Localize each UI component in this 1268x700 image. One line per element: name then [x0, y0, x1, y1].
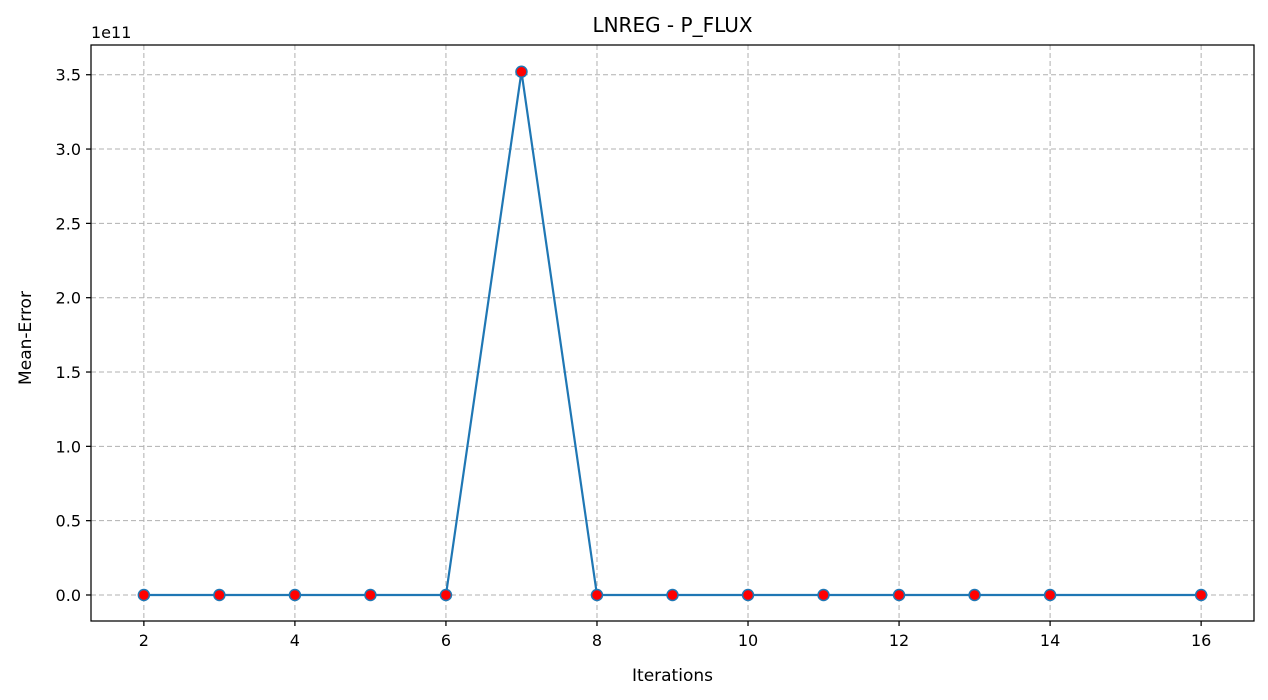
- x-tick-label: 8: [592, 631, 602, 650]
- data-point: [439, 588, 453, 602]
- data-point: [1194, 588, 1208, 602]
- y-tick-label: 1.0: [56, 437, 81, 456]
- y-tick-label: 2.5: [56, 214, 81, 233]
- y-tick-label: 0.0: [56, 586, 81, 605]
- x-tick-label: 14: [1040, 631, 1060, 650]
- y-tick-label: 2.0: [56, 289, 81, 308]
- tick-layer: 2 4 6 8 10 12 14 16 0.0 0.5 1.0 1.5 2.0 2.5 3.0 3.5: [56, 66, 1212, 650]
- x-tick-label: 6: [441, 631, 451, 650]
- data-point: [137, 588, 151, 602]
- series-line: [143, 70, 1202, 597]
- data-point: [892, 588, 906, 602]
- y-axis-label: Mean-Error: [16, 291, 36, 385]
- data-point: [1043, 588, 1057, 602]
- y-axis-offset-label: 1e11: [91, 23, 131, 42]
- data-point: [741, 588, 755, 602]
- x-axis-label: Iterations: [632, 666, 713, 686]
- chart-title: LNREG - P_FLUX: [592, 13, 752, 37]
- x-tick-label: 10: [738, 631, 758, 650]
- y-tick-label: 0.5: [56, 512, 81, 531]
- data-point: [666, 588, 679, 602]
- plot-frame: [90, 44, 1255, 622]
- data-point: [817, 588, 830, 602]
- data-point: [515, 65, 528, 79]
- grid-layer: [91, 45, 1254, 621]
- x-tick-label: 2: [139, 631, 149, 650]
- x-tick-label: 4: [290, 631, 300, 650]
- data-point: [364, 588, 377, 602]
- y-tick-label: 3.5: [56, 66, 81, 85]
- data-point: [968, 588, 981, 602]
- x-tick-label: 12: [889, 631, 909, 650]
- x-tick-label: 16: [1191, 631, 1211, 650]
- data-point: [288, 588, 302, 602]
- y-tick-label: 1.5: [56, 363, 81, 382]
- y-tick-label: 3.0: [56, 140, 81, 159]
- data-point: [590, 588, 604, 602]
- series-layer: [137, 65, 1208, 602]
- data-point: [213, 588, 226, 602]
